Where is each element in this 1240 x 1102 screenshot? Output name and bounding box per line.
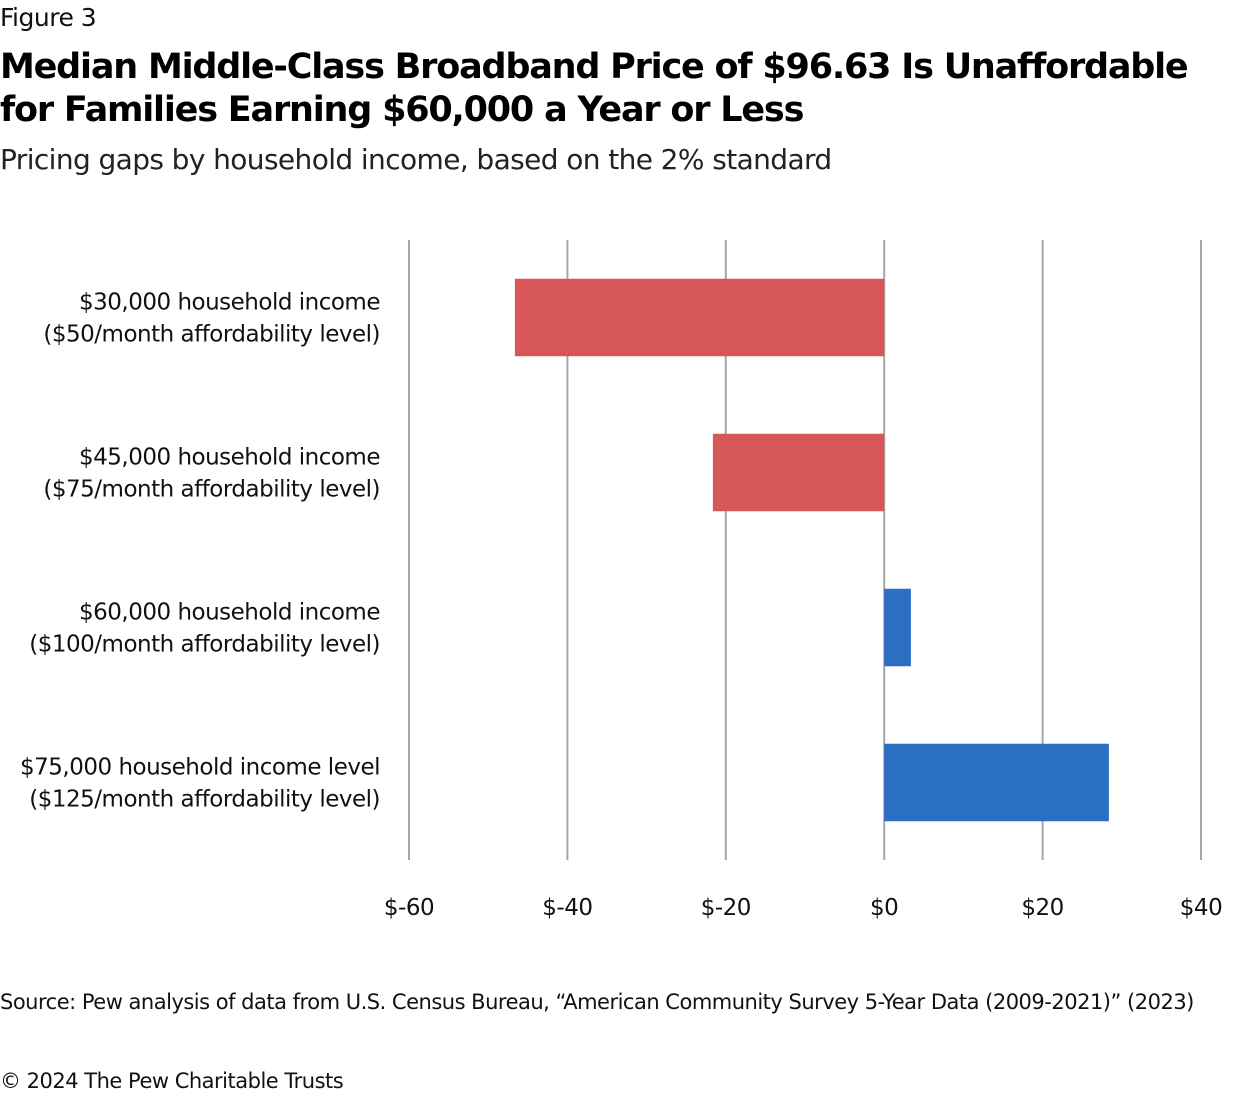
bar <box>514 278 885 357</box>
chart-title: Median Middle-Class Broadband Price of $… <box>0 47 1189 130</box>
x-tick-label: $-40 <box>542 895 592 921</box>
x-tick-label: $40 <box>1180 895 1222 921</box>
x-tick-label: $-60 <box>384 895 434 921</box>
bar <box>712 433 885 512</box>
category-label: ($50/month affordability level) <box>43 322 380 348</box>
category-label: ($100/month affordability level) <box>29 632 380 658</box>
bars <box>514 278 1109 822</box>
category-labels: $30,000 household income ($50/month affor… <box>20 290 380 813</box>
x-tick-label: $-20 <box>701 895 751 921</box>
x-tick-label: $20 <box>1021 895 1063 921</box>
copyright: © 2024 The Pew Charitable Trusts <box>0 1069 344 1093</box>
x-tick-label: $0 <box>870 895 898 921</box>
category-label: $30,000 household income <box>79 290 380 316</box>
bar <box>884 588 911 667</box>
chart-subtitle: Pricing gaps by household income, based … <box>0 143 832 176</box>
x-axis-tick-labels: $-60 $-40 $-20 $0 $20 $40 <box>384 895 1223 921</box>
source-note: Source: Pew analysis of data from U.S. C… <box>0 990 1194 1014</box>
category-label: ($125/month affordability level) <box>29 787 380 813</box>
category-label: $45,000 household income <box>79 445 380 471</box>
category-label: $75,000 household income level <box>20 755 380 781</box>
figure-label: Figure 3 <box>0 3 97 32</box>
category-label: $60,000 household income <box>79 600 380 626</box>
bar <box>884 743 1109 822</box>
bar-chart: $30,000 household income ($50/month affor… <box>20 240 1223 921</box>
category-label: ($75/month affordability level) <box>43 477 380 503</box>
